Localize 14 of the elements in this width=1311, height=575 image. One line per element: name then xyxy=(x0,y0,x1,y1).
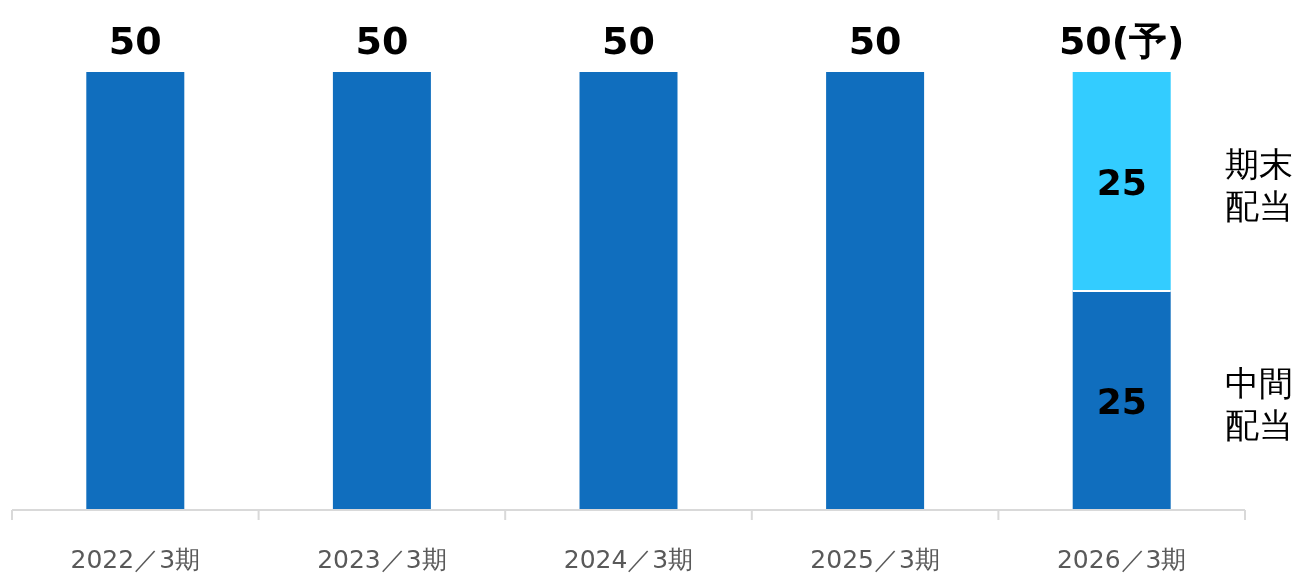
series-label: 中間配当 xyxy=(1224,362,1293,445)
total-label: 50 xyxy=(848,19,902,63)
data-label: 25 xyxy=(1096,161,1147,203)
x-tick-label: 2026／3期 xyxy=(1056,545,1187,574)
x-tick-label: 2023／3期 xyxy=(317,545,447,574)
x-tick-label: 2024／3期 xyxy=(563,545,694,574)
total-label: 50 xyxy=(108,19,162,63)
total-label: 50 xyxy=(355,19,409,63)
series-label: 期末配当 xyxy=(1224,143,1293,226)
x-tick-label: 2025／3期 xyxy=(810,545,940,574)
total-label: 50(予) xyxy=(1058,19,1185,63)
x-tick-label: 2022／3期 xyxy=(70,545,201,574)
total-label: 50 xyxy=(602,19,655,63)
data-label: 25 xyxy=(1096,380,1147,422)
